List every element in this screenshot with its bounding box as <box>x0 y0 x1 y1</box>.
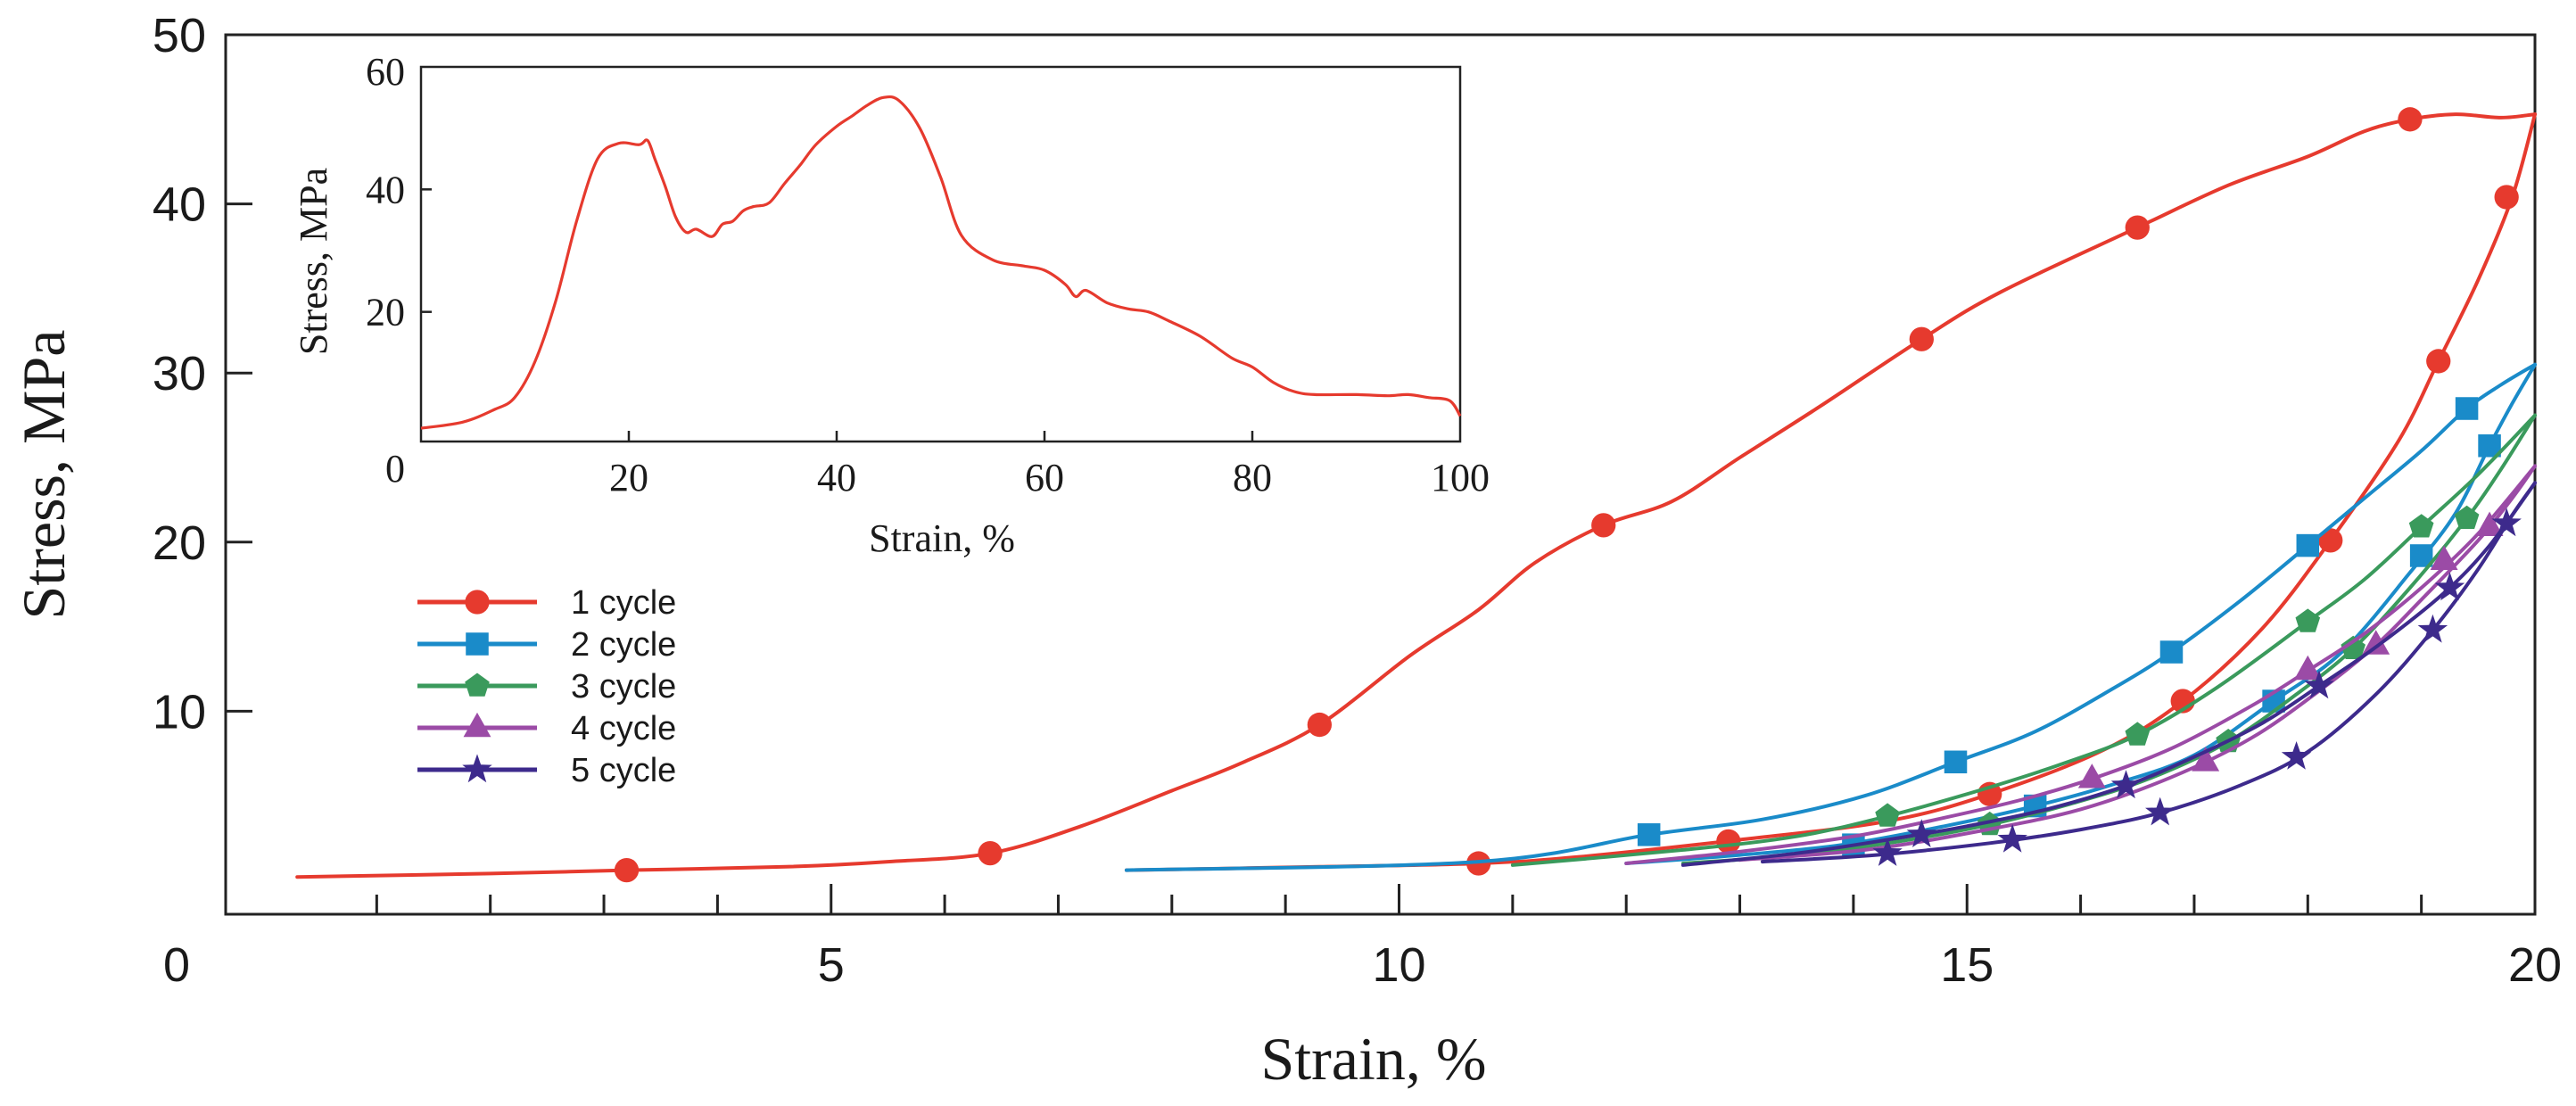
series-marker-1-cycle <box>614 857 640 883</box>
inset-x-tick-label: 20 <box>609 456 648 499</box>
series-marker-5-cycle-unloading <box>1872 838 1903 866</box>
inset-y-axis-label: Stress, MPa <box>292 168 335 355</box>
series-line-1-cycle <box>295 112 2537 879</box>
legend-label: 2 cycle <box>571 626 676 664</box>
series-marker-4-cycle <box>2293 655 2322 681</box>
main-x-tick-label: 15 <box>1940 938 1994 992</box>
main-x-tick-label: 5 <box>818 938 845 992</box>
legend-label: 1 cycle <box>571 584 676 622</box>
series-marker-5-cycle-unloading <box>2145 796 2176 826</box>
legend-marker-triangle <box>463 712 491 738</box>
series-marker-3-cycle-unloading <box>2341 635 2365 659</box>
series-line-4-cycle-unloading <box>1738 464 2537 863</box>
series-marker-5-cycle <box>2110 770 2142 799</box>
series-marker-2-cycle <box>1637 823 1661 846</box>
main-y-tick-label: 40 <box>153 178 206 232</box>
series-line-5-cycle-unloading <box>1761 481 2537 864</box>
main-x-tick-label: 10 <box>1372 938 1425 992</box>
series-marker-3-cycle <box>1875 803 1900 827</box>
main-y-tick-label: 20 <box>153 516 206 570</box>
inset-plot-frame <box>419 65 1462 443</box>
legend-label: 5 cycle <box>571 752 676 789</box>
series-marker-1-cycle <box>1591 513 1616 538</box>
series-marker-5-cycle <box>2304 670 2334 699</box>
series-marker-5-cycle-unloading <box>2417 614 2448 643</box>
legend-marker-square <box>466 632 489 656</box>
series-marker-1-cycle <box>978 841 1003 866</box>
series-marker-1-cycle-unloading <box>2318 528 2343 553</box>
series-marker-1-cycle-unloading <box>2494 185 2519 210</box>
series-marker-4-cycle <box>2430 545 2458 570</box>
series-marker-3-cycle <box>2125 722 2151 746</box>
main-origin-label: 0 <box>163 938 190 992</box>
series-marker-3-cycle <box>2295 608 2321 632</box>
series-marker-3-cycle-unloading <box>2454 505 2480 529</box>
legend-marker-star <box>462 754 492 783</box>
series-marker-5-cycle <box>1906 819 1936 847</box>
series-marker-2-cycle <box>2455 397 2479 420</box>
main-y-axis-label: Stress, MPa <box>10 330 78 620</box>
series-marker-2-cycle <box>1944 750 1968 774</box>
series-marker-1-cycle-unloading <box>2426 349 2451 374</box>
series-marker-2-cycle <box>2159 640 2184 664</box>
series-marker-1-cycle <box>2398 107 2423 132</box>
inset-x-axis-label: Strain, % <box>869 516 1015 560</box>
series-marker-1-cycle-unloading <box>1716 829 1741 854</box>
legend-label: 3 cycle <box>571 668 676 706</box>
inset-y-tick-label: 40 <box>366 168 405 211</box>
series-marker-5-cycle-unloading <box>2491 508 2522 537</box>
legend-marker-circle <box>465 590 490 615</box>
series-marker-5-cycle-unloading <box>2281 741 2312 770</box>
inset-y-tick-label: 20 <box>366 291 405 334</box>
main-plot-series <box>295 107 2537 883</box>
series-marker-1-cycle <box>2125 215 2150 240</box>
series-line-3-cycle-unloading <box>1680 413 2537 865</box>
series-marker-1-cycle <box>1307 712 1332 738</box>
series-marker-4-cycle <box>2077 763 2106 788</box>
series-marker-4-cycle-unloading <box>2362 630 2390 655</box>
series-marker-4-cycle-unloading <box>2475 511 2504 537</box>
inset-x-tick-label: 100 <box>1431 456 1490 499</box>
main-x-tick-label: 20 <box>2508 938 2562 992</box>
inset-series-line <box>420 95 1462 430</box>
main-y-tick-label: 30 <box>153 347 206 400</box>
series-line-4-cycle <box>1624 464 2537 865</box>
legend-marker-pentagon <box>465 673 490 697</box>
inset-x-tick-label: 80 <box>1233 456 1272 499</box>
inset-axis-ticks: 20 40 60 80 100 0 20 40 60 <box>366 50 1490 499</box>
inset-x-tick-label: 60 <box>1025 456 1064 499</box>
series-marker-1-cycle <box>1909 326 1934 351</box>
legend-label: 4 cycle <box>571 710 676 747</box>
inset-plot-series <box>420 95 1462 430</box>
main-axis-ticks: 5 10 15 20 0 10 20 30 40 50 <box>153 9 2562 992</box>
series-marker-2-cycle <box>2296 533 2320 557</box>
legend: 1 cycle 2 cycle 3 cycle 4 cycle 5 cycle <box>417 584 676 789</box>
main-x-axis-label: Strain, % <box>1260 1025 1486 1093</box>
series-marker-4-cycle-unloading <box>2192 747 2220 772</box>
inset-y-tick-label: 0 <box>385 447 405 491</box>
main-y-tick-label: 10 <box>153 685 206 739</box>
series-marker-5-cycle <box>2434 572 2465 601</box>
series-line-2-cycle <box>1124 362 2537 872</box>
inset-x-tick-label: 40 <box>817 456 856 499</box>
main-y-tick-label: 50 <box>153 9 206 62</box>
main-plot-frame <box>224 33 2537 916</box>
series-marker-3-cycle <box>2408 514 2434 538</box>
series-marker-5-cycle-unloading <box>1997 823 2027 853</box>
inset-background <box>421 67 1460 442</box>
inset-y-tick-label: 60 <box>366 50 405 94</box>
